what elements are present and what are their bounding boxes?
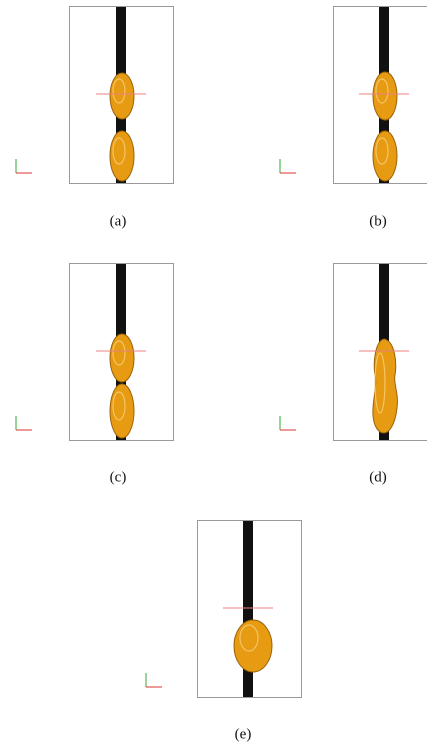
panel-e-image xyxy=(198,521,302,698)
axis-icon xyxy=(280,416,296,430)
page: (a) (b) (c) (d) (e) xyxy=(0,0,427,752)
panel-a-image xyxy=(70,7,174,184)
panel-b-image xyxy=(334,7,427,184)
figure: (a) (b) (c) (d) (e) xyxy=(0,0,427,752)
panel-c-image xyxy=(70,264,174,441)
axis-icon xyxy=(16,416,32,430)
panel-label: (b) xyxy=(369,213,387,229)
panel-label: (a) xyxy=(110,213,127,229)
axis-icon xyxy=(146,673,162,687)
panel-label: (c) xyxy=(110,469,127,485)
panel-label: (e) xyxy=(235,726,252,742)
axis-icon xyxy=(16,159,32,173)
panel-label: (d) xyxy=(369,469,387,485)
axis-icon xyxy=(280,159,296,173)
panel-d-image xyxy=(334,264,427,441)
